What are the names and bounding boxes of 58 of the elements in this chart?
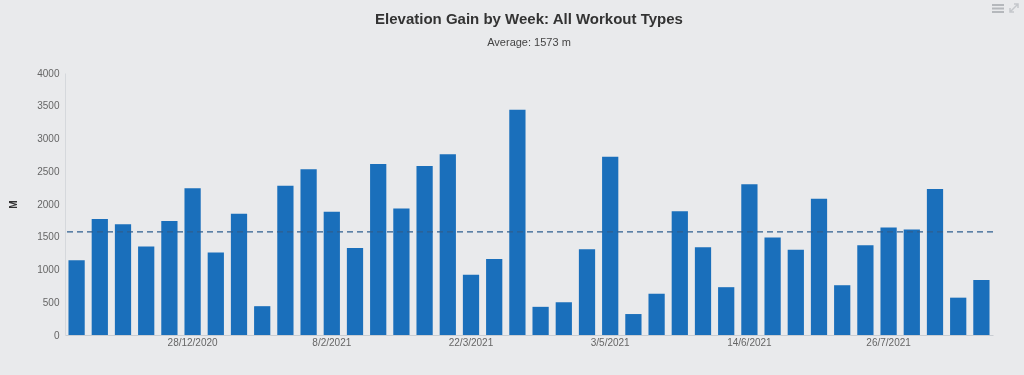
bar — [648, 293, 665, 335]
x-tick-label: 26/7/2021 — [866, 336, 912, 348]
bar — [439, 154, 456, 335]
bar — [370, 164, 387, 335]
bar — [787, 249, 804, 335]
bar — [207, 252, 224, 335]
bar — [138, 246, 155, 335]
bar — [346, 247, 364, 335]
bar — [254, 306, 271, 335]
x-tick-label: 28/12/2020 — [167, 336, 219, 348]
chart-title: Elevation Gain by Week: All Workout Types — [375, 10, 683, 27]
bar — [416, 166, 433, 335]
bar — [114, 224, 132, 335]
y-tick-label: 0 — [53, 329, 60, 341]
bar — [532, 306, 549, 335]
bar — [903, 229, 920, 335]
bar — [834, 285, 851, 335]
bar — [277, 185, 294, 335]
bar — [509, 109, 526, 335]
y-tick-label: 3000 — [37, 133, 60, 144]
bar — [671, 211, 688, 335]
bar — [973, 279, 990, 335]
bar — [300, 169, 317, 335]
bar — [555, 302, 572, 335]
y-tick-label: 2500 — [37, 165, 60, 177]
bar — [578, 249, 596, 335]
y-tick-label: 4000 — [37, 67, 60, 79]
y-tick-label: 2000 — [37, 198, 60, 210]
bar — [857, 245, 874, 335]
bar — [880, 227, 897, 335]
bar — [323, 211, 340, 335]
bar — [950, 297, 967, 335]
x-tick-label: 22/3/2021 — [448, 336, 494, 348]
bar — [926, 188, 944, 335]
bar — [486, 259, 503, 335]
bar — [718, 287, 735, 335]
y-tick-label: 1000 — [37, 264, 60, 275]
bar — [68, 260, 85, 335]
bar — [625, 314, 642, 335]
bar — [393, 208, 410, 335]
y-tick-label: 1500 — [37, 231, 60, 243]
bar — [810, 198, 828, 335]
x-tick-label: 3/5/2021 — [590, 336, 631, 348]
y-tick-label: 3500 — [37, 100, 60, 112]
bar — [764, 237, 781, 335]
bar — [184, 188, 201, 335]
bar — [230, 213, 248, 335]
y-axis-title: M — [8, 200, 20, 209]
bar — [161, 221, 178, 335]
bar — [462, 274, 480, 335]
y-tick-label: 500 — [42, 296, 60, 308]
bar — [694, 247, 712, 335]
bar — [741, 184, 758, 335]
x-tick-label: 14/6/2021 — [727, 336, 773, 348]
bar — [602, 156, 619, 335]
chart-subtitle: Average: 1573 m — [487, 36, 571, 48]
bar — [91, 219, 108, 335]
x-tick-label: 8/2/2021 — [312, 336, 352, 348]
